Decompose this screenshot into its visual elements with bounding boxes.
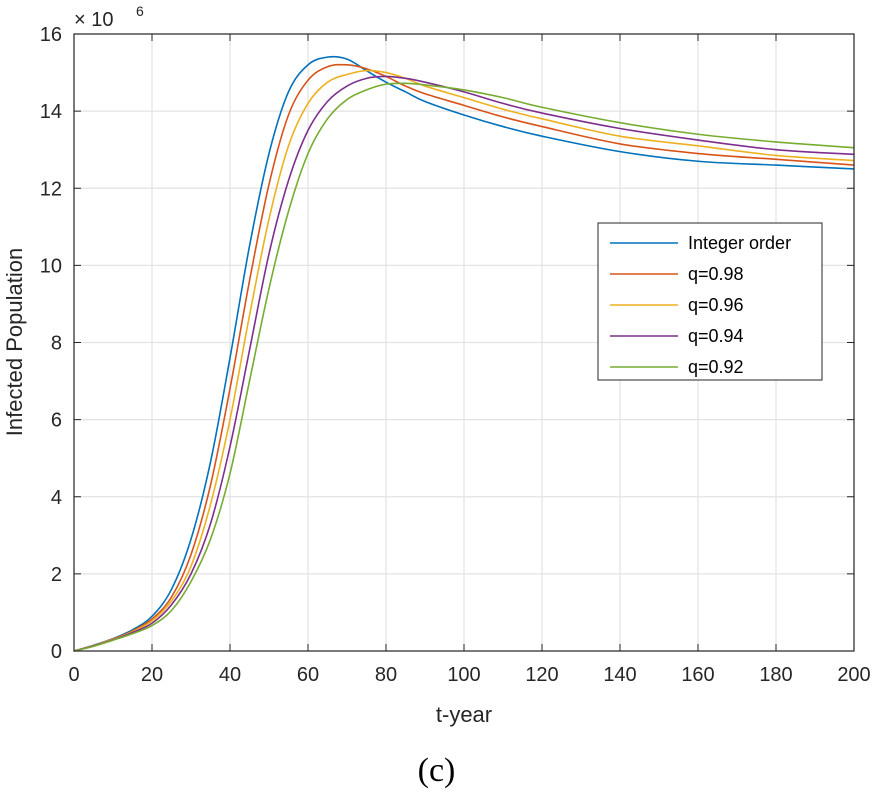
series-line-0 <box>73 55 855 652</box>
legend: Integer order q=0.98 q=0.96 q=0.94 q=0.92 <box>597 222 823 381</box>
y-tick-label: 10 <box>40 255 62 277</box>
y-tick-label: 2 <box>51 564 62 586</box>
y-tick-label: 12 <box>40 178 62 200</box>
series-line-3 <box>73 75 855 652</box>
legend-label-1: q=0.98 <box>688 264 744 284</box>
y-tick-label: 6 <box>51 410 62 432</box>
legend-label-4: q=0.92 <box>688 357 744 377</box>
y-exponent-power: 6 <box>136 3 144 19</box>
y-exponent-base: × 10 <box>74 9 113 31</box>
x-tick-label: 80 <box>375 664 397 686</box>
figure-caption: (c) <box>417 752 456 789</box>
y-tick-label: 8 <box>51 333 62 355</box>
series-line-2 <box>73 69 855 652</box>
x-tick-label: 140 <box>603 664 636 686</box>
legend-label-0: Integer order <box>688 233 791 253</box>
y-tick-label: 4 <box>51 487 62 509</box>
legend-box <box>597 222 823 381</box>
series-line-1 <box>73 63 855 652</box>
tick-labels: 0 20 40 60 80 100 120 140 160 180 200 0 2 4 6 8 10 12 14 16 <box>40 24 871 686</box>
x-tick-label: 0 <box>68 664 79 686</box>
series-lines <box>73 55 855 652</box>
legend-label-3: q=0.94 <box>688 326 744 346</box>
x-tick-label: 20 <box>141 664 163 686</box>
y-tick-label: 14 <box>40 101 62 123</box>
x-tick-label: 60 <box>297 664 319 686</box>
x-axis-label: t-year <box>436 702 492 727</box>
y-axis-label: Infected Population <box>2 248 27 436</box>
series-line-4 <box>73 82 855 652</box>
x-tick-label: 100 <box>447 664 480 686</box>
tick-marks <box>73 33 855 652</box>
y-tick-label: 16 <box>40 24 62 46</box>
y-tick-label: 0 <box>51 641 62 663</box>
x-tick-label: 160 <box>681 664 714 686</box>
x-tick-label: 40 <box>219 664 241 686</box>
x-tick-label: 120 <box>525 664 558 686</box>
x-tick-label: 180 <box>759 664 792 686</box>
x-tick-label: 200 <box>837 664 870 686</box>
legend-label-2: q=0.96 <box>688 295 744 315</box>
